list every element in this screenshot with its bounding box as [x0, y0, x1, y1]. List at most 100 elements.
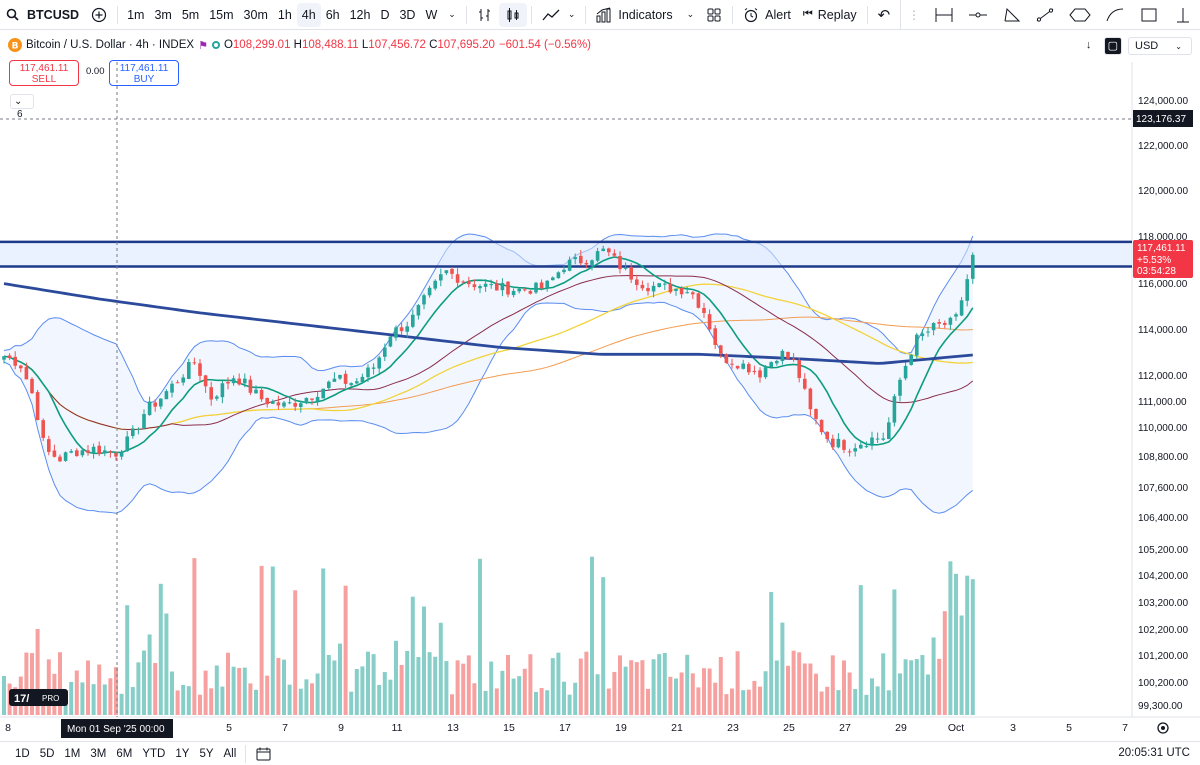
candle-body[interactable] — [338, 374, 342, 379]
candle-body[interactable] — [674, 288, 678, 292]
timeframe-d[interactable]: D — [380, 7, 390, 22]
candle-body[interactable] — [803, 378, 807, 389]
candle-body[interactable] — [2, 356, 6, 360]
timeframe-1h[interactable]: 1h — [277, 7, 292, 22]
candle-body[interactable] — [461, 281, 465, 283]
alert-button[interactable]: Alert — [737, 0, 797, 30]
candle-body[interactable] — [752, 370, 757, 372]
candle-body[interactable] — [433, 280, 437, 289]
tradingview-logo[interactable]: 17/PRO — [9, 689, 68, 706]
candle-body[interactable] — [181, 377, 185, 383]
candle-body[interactable] — [287, 402, 292, 404]
timeframe-6h[interactable]: 6h — [325, 7, 340, 22]
candle-body[interactable] — [343, 373, 348, 384]
candle-body[interactable] — [80, 450, 85, 456]
symbol-search[interactable]: BTCUSD — [0, 0, 85, 30]
candle-body[interactable] — [842, 440, 846, 450]
candle-body[interactable] — [875, 438, 880, 440]
candle-body[interactable] — [119, 452, 124, 457]
ray-line-icon[interactable] — [1035, 7, 1055, 23]
timeframe-3m[interactable]: 3m — [154, 7, 172, 22]
candle-body[interactable] — [668, 283, 673, 293]
candle-body[interactable] — [276, 402, 281, 406]
range-5y[interactable]: 5Y — [199, 747, 214, 760]
curve-icon[interactable] — [1105, 7, 1125, 23]
candle-body[interactable] — [685, 292, 689, 294]
candle-body[interactable] — [175, 382, 180, 384]
candle-body[interactable] — [388, 336, 393, 347]
range-3m[interactable]: 3M — [90, 747, 107, 760]
candle-body[interactable] — [853, 448, 857, 452]
horizontal-line-icon[interactable] — [968, 7, 988, 23]
candle-body[interactable] — [707, 314, 712, 330]
candle-body[interactable] — [870, 437, 874, 446]
range-ytd[interactable]: YTD — [142, 747, 166, 760]
candle-body[interactable] — [58, 456, 62, 462]
candle-body[interactable] — [562, 269, 566, 273]
calendar-icon[interactable] — [256, 747, 272, 761]
candle-body[interactable] — [170, 383, 174, 393]
line-style-button[interactable]: ⌄ — [536, 0, 582, 30]
candle-body[interactable] — [450, 268, 454, 274]
candle-body[interactable] — [192, 362, 197, 364]
candle-body[interactable] — [500, 283, 505, 291]
layouts-button[interactable] — [700, 0, 728, 30]
candle-body[interactable] — [394, 327, 398, 338]
candle-body[interactable] — [13, 356, 17, 366]
candle-body[interactable] — [35, 392, 40, 420]
candle-body[interactable] — [831, 438, 835, 448]
candle-body[interactable] — [254, 389, 258, 394]
candle-body[interactable] — [797, 360, 801, 378]
currency-select[interactable]: USD ⌄ — [1128, 37, 1192, 55]
timeframe-dropdown[interactable]: ⌄ — [442, 0, 462, 30]
candle-body[interactable] — [411, 314, 415, 327]
candle-body[interactable] — [887, 422, 891, 440]
candle-body[interactable] — [640, 284, 645, 289]
candle-body[interactable] — [478, 286, 482, 289]
price-chart[interactable]: 17/PRO 124,000.00 122,000.00 120,000.00 118,… — [0, 31, 1200, 739]
candle-body[interactable] — [943, 322, 947, 325]
candle-body[interactable] — [595, 251, 600, 261]
range-all[interactable]: All — [223, 747, 237, 760]
candle-body[interactable] — [52, 450, 57, 457]
candle-body[interactable] — [814, 408, 818, 419]
indicators-button[interactable]: Indicators ⌄ — [590, 0, 700, 30]
chart-pane[interactable]: 17/PRO 124,000.00 122,000.00 120,000.00 118,… — [0, 31, 1200, 739]
candle-body[interactable] — [422, 295, 426, 305]
candle-body[interactable] — [517, 288, 521, 292]
candle-body[interactable] — [657, 283, 661, 288]
candle-body[interactable] — [511, 290, 516, 296]
candle-body[interactable] — [147, 401, 152, 416]
candle-body[interactable] — [293, 403, 297, 407]
candle-body[interactable] — [775, 360, 779, 364]
vertical-line-icon[interactable] — [1173, 7, 1193, 23]
candle-body[interactable] — [304, 397, 309, 404]
candle-body[interactable] — [915, 334, 919, 356]
candle-body[interactable] — [937, 322, 941, 324]
candle-body[interactable] — [142, 414, 146, 429]
rectangle-icon[interactable] — [1139, 7, 1159, 23]
candle-body[interactable] — [153, 402, 157, 407]
candle-body[interactable] — [125, 436, 129, 452]
candle-body[interactable] — [237, 378, 241, 385]
candle-body[interactable] — [556, 272, 561, 279]
candle-body[interactable] — [489, 284, 493, 286]
candle-body[interactable] — [399, 327, 404, 332]
candle-body[interactable] — [758, 370, 762, 378]
candle-body[interactable] — [909, 354, 913, 365]
candle-body[interactable] — [377, 357, 381, 369]
candle-body[interactable] — [7, 355, 12, 359]
timeframe-4h[interactable]: 4h — [296, 2, 321, 27]
candle-body[interactable] — [859, 444, 863, 449]
candle-body[interactable] — [220, 383, 225, 398]
candle-body[interactable] — [567, 259, 572, 271]
candle-body[interactable] — [198, 363, 202, 376]
candle-body[interactable] — [691, 292, 695, 295]
candle-body[interactable] — [164, 391, 169, 400]
candle-body[interactable] — [86, 450, 90, 453]
candle-body[interactable] — [741, 363, 745, 369]
candle-body[interactable] — [539, 282, 544, 289]
drag-handle-icon[interactable]: ⋮ — [907, 7, 920, 22]
flag-icon[interactable]: ⚑ — [198, 39, 208, 52]
candle-body[interactable] — [819, 419, 824, 433]
